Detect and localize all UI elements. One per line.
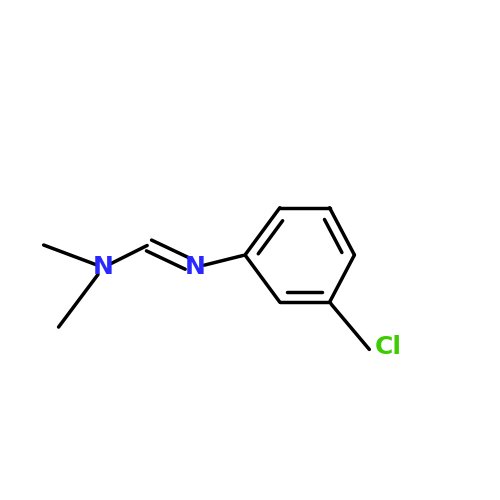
Text: N: N — [185, 256, 206, 280]
Text: N: N — [93, 256, 114, 280]
Text: Cl: Cl — [374, 335, 402, 359]
